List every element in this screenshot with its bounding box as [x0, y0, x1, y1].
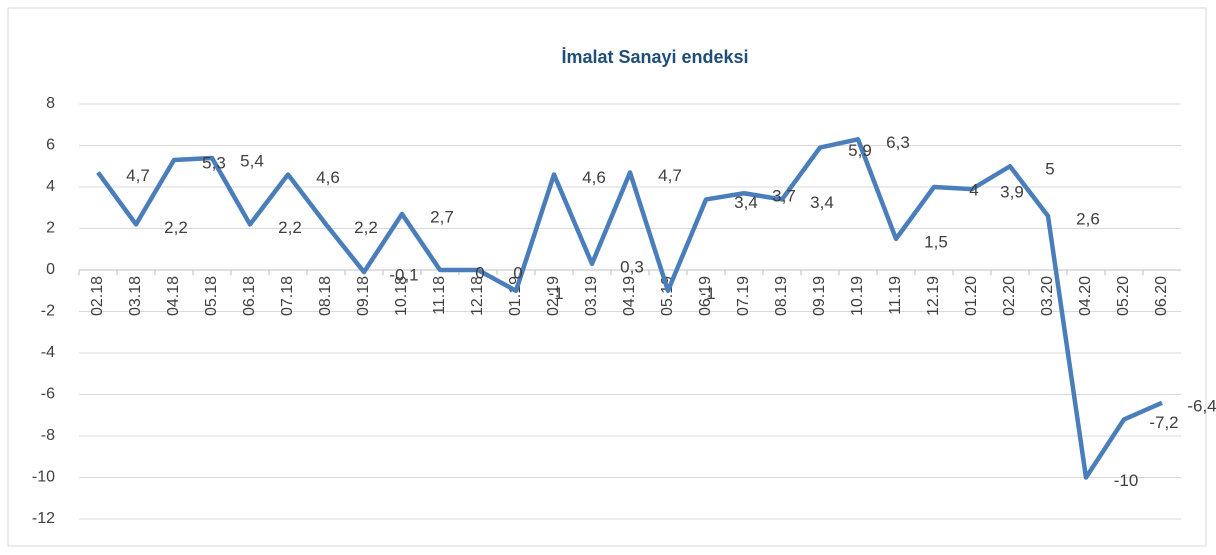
data-label: 0	[513, 263, 522, 282]
x-tick-label: 07.18	[279, 276, 296, 316]
x-tick-label: 12.19	[925, 276, 942, 316]
data-label: 0	[475, 263, 484, 282]
data-label: -1	[700, 284, 715, 303]
y-tick-label: 4	[46, 178, 55, 195]
data-line	[96, 137, 1163, 480]
x-tick-label: 08.19	[773, 276, 790, 316]
data-label: 5	[1045, 160, 1054, 179]
data-label: 6,3	[886, 133, 910, 152]
x-tick-label: 10.18	[393, 276, 410, 316]
y-tick-label: -12	[32, 510, 55, 527]
chart-border	[7, 7, 1207, 547]
y-tick-label: 6	[46, 137, 55, 154]
x-tick-label: 04.18	[165, 276, 182, 316]
x-tick-label: 10.19	[849, 276, 866, 316]
data-label: 2,2	[164, 218, 188, 237]
x-tick-label: 11.19	[887, 276, 904, 315]
data-label: 3,4	[810, 193, 834, 212]
y-tick-label: 8	[46, 95, 55, 112]
y-tick-label: -2	[41, 303, 55, 320]
data-label: 4	[969, 180, 978, 199]
y-tick-label: 2	[46, 220, 55, 237]
data-label: 0,3	[620, 257, 644, 276]
y-tick-label: -6	[41, 386, 55, 403]
data-label: 2,2	[354, 218, 378, 237]
y-tick-label: -4	[41, 344, 55, 361]
data-label: -0,1	[389, 266, 418, 285]
x-tick-label: 06.18	[241, 276, 258, 316]
y-tick-label: -10	[32, 469, 55, 486]
x-tick-label: 08.18	[317, 276, 334, 316]
x-tick-label: 03.20	[1039, 276, 1056, 316]
data-label: -10	[1114, 471, 1139, 490]
data-label: 5,4	[240, 151, 264, 170]
x-tick-label: 03.18	[127, 276, 144, 316]
data-label: -1	[548, 284, 563, 303]
y-tick-label: -8	[41, 427, 55, 444]
x-tick-label: 02.20	[1001, 276, 1018, 316]
x-tick-label: 11.18	[431, 276, 448, 315]
data-label: 5,3	[202, 154, 226, 173]
data-label: 2,2	[278, 218, 302, 237]
x-tick-label: 07.19	[735, 276, 752, 316]
data-label: -6,4	[1187, 396, 1216, 415]
data-label: 4,7	[658, 166, 682, 185]
data-label: 4,7	[126, 166, 150, 185]
x-tick-label: 06.20	[1153, 276, 1170, 316]
x-tick-label: 05.20	[1115, 276, 1132, 316]
chart-title: İmalat Sanayi endeksi	[561, 47, 748, 67]
data-label: 3,4	[734, 193, 758, 212]
x-tick-label: 01.20	[963, 276, 980, 316]
x-tick-label: 09.19	[811, 276, 828, 316]
data-label: 1,5	[924, 232, 948, 251]
y-tick-label: 0	[46, 261, 55, 278]
data-label: 3,9	[1000, 183, 1024, 202]
x-tick-label: 04.19	[621, 276, 638, 316]
x-tick-label: 04.20	[1077, 276, 1094, 316]
x-tick-label: 02.19	[545, 276, 562, 316]
data-label: 4,6	[582, 168, 606, 187]
data-label: 2,6	[1076, 210, 1100, 229]
x-tick-label: 05.18	[203, 276, 220, 316]
data-label: 5,9	[848, 141, 872, 160]
data-label: 4,6	[316, 168, 340, 187]
data-label: 2,7	[430, 207, 454, 226]
x-tick-label: 02.18	[89, 276, 106, 316]
x-tick-label: 06.19	[697, 276, 714, 316]
x-tick-label: 09.18	[355, 276, 372, 316]
data-label: 3,7	[772, 187, 796, 206]
x-tick-label: 03.19	[583, 276, 600, 316]
data-label: -7,2	[1149, 413, 1178, 432]
x-tick-label: 12.18	[469, 276, 486, 316]
